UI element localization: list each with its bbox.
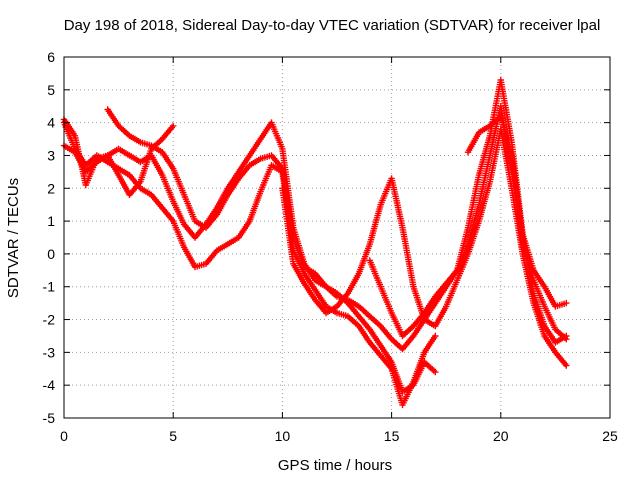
y-tick-label: 6 xyxy=(47,49,55,65)
y-tick-label: -5 xyxy=(43,410,56,426)
y-tick-label: 3 xyxy=(47,147,55,163)
x-tick-label: 15 xyxy=(384,428,400,444)
series-markers xyxy=(464,112,570,346)
y-tick-label: 0 xyxy=(47,246,55,262)
y-tick-label: 2 xyxy=(47,180,55,196)
y-axis-label: SDTVAR / TECUs xyxy=(5,178,22,298)
axis-ticks: 0 5 10 15 20 25 -5 -4 -3 -2 -1 0 1 2 3 4 5 6 xyxy=(43,49,618,444)
x-tick-label: 0 xyxy=(60,428,68,444)
data-marks xyxy=(60,76,570,409)
y-tick-label: -1 xyxy=(43,279,56,295)
y-tick-label: 5 xyxy=(47,82,55,98)
x-tick-label: 25 xyxy=(602,428,618,444)
grid-lines xyxy=(64,57,610,418)
series-markers xyxy=(366,76,570,340)
y-tick-label: 4 xyxy=(47,115,55,131)
y-tick-label: -2 xyxy=(43,312,56,328)
series-markers xyxy=(279,126,570,369)
x-tick-label: 5 xyxy=(169,428,177,444)
series-track-5 xyxy=(366,76,570,340)
series-track-4 xyxy=(279,126,570,369)
y-tick-label: -3 xyxy=(43,344,56,360)
y-tick-label: -4 xyxy=(43,377,56,393)
x-tick-label: 20 xyxy=(493,428,509,444)
plot-frame xyxy=(63,56,611,419)
series-track-6 xyxy=(464,112,570,346)
x-axis-label: GPS time / hours xyxy=(278,457,392,474)
x-tick-label: 10 xyxy=(275,428,291,444)
y-tick-label: 1 xyxy=(47,213,55,229)
chart-title: Day 198 of 2018, Sidereal Day-to-day VTE… xyxy=(64,17,601,34)
